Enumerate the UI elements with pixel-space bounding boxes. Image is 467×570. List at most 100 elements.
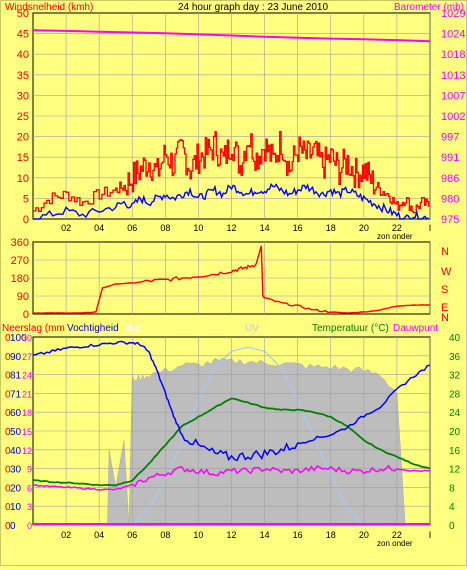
panel3-x-ticks: 02 04 06 08 10 12 14 16 18 20 22 I — [61, 530, 431, 540]
uv-tick-label: 12 — [22, 446, 32, 456]
barometer-tick-label: 1007 — [441, 90, 465, 102]
x-tick-label: 10 — [193, 530, 203, 540]
temperature-tick-label: 20 — [449, 427, 461, 438]
direction-letter: E — [441, 302, 448, 314]
x-tick-label: 02 — [61, 223, 71, 233]
x-tick-label: 12 — [226, 223, 236, 233]
humidity-tick-label: 20 — [10, 483, 22, 494]
x-tick-label: 22 — [392, 223, 402, 233]
humidity-tick-label: 71 — [10, 389, 22, 400]
humidity-tick-label: 100 — [10, 333, 27, 344]
temperature-tick-label: 4 — [449, 502, 455, 513]
x-tick-label: 04 — [94, 530, 104, 540]
barometer-tick-label: 991 — [441, 152, 459, 164]
rain-tick-label: 0 — [5, 408, 11, 419]
direction-tick-label: 180 — [11, 273, 29, 285]
panel1-x-ticks: 02 04 06 08 10 12 14 16 18 20 22 I — [61, 223, 431, 233]
wind-tick-label: 25 — [17, 111, 29, 123]
panel3-series — [32, 340, 431, 525]
wind-direction-line — [32, 245, 430, 314]
barometer-y-ticks: 975 980 986 991 997 1002 1007 1013 1018 1024 1029 — [441, 8, 465, 226]
temperature-line — [32, 397, 431, 487]
temperature-tick-label: 8 — [449, 483, 455, 494]
x-tick-label: 20 — [359, 223, 369, 233]
barometer-tick-label: 1013 — [441, 70, 465, 82]
temperature-tick-label: 28 — [449, 389, 461, 400]
humidity-tick-label: 10 — [10, 502, 22, 513]
direction-letter: N — [441, 246, 449, 258]
uv-tick-label: 30 — [22, 333, 32, 343]
wind-gust-line — [33, 130, 430, 214]
direction-tick-label: 360 — [11, 237, 29, 249]
wind-speed-line — [33, 182, 429, 221]
humidity-line — [32, 340, 431, 462]
solar-axis-label: olar — [124, 323, 141, 334]
barometer-line — [32, 29, 431, 43]
wind-tick-label: 20 — [17, 132, 29, 144]
panel2-grid — [33, 242, 431, 314]
x-tick-label: 20 — [359, 530, 369, 540]
theoretical-solar-line — [131, 346, 365, 526]
barometer-tick-label: 1002 — [441, 111, 465, 123]
x-tick-label: 08 — [160, 223, 170, 233]
barometer-tick-label: 1024 — [441, 29, 465, 41]
x-tick-label: I — [429, 223, 432, 233]
wind-direction-y-ticks: 0 90 180 270 360 — [11, 237, 29, 321]
wind-tick-label: 10 — [17, 173, 29, 185]
rain-tick-label: 0 — [5, 427, 11, 438]
rain-tick-label: 0 — [5, 483, 11, 494]
temperature-axis-label: Temperatuur (°C) — [312, 323, 389, 334]
rain-tick-label: 0 — [5, 389, 11, 400]
barometer-tick-label: 997 — [441, 132, 459, 144]
x-tick-label: 02 — [61, 530, 71, 540]
panel1-series — [32, 29, 431, 221]
x-tick-label: I — [429, 530, 432, 540]
wind-tick-label: 0 — [23, 214, 29, 226]
rain-tick-label: 0 — [5, 371, 11, 382]
temperature-tick-label: 36 — [449, 352, 461, 363]
barometer-tick-label: 1018 — [441, 49, 465, 61]
humidity-tick-label: 50 — [10, 427, 22, 438]
wind-tick-label: 40 — [17, 49, 29, 61]
humidity-axis-label: Vochtigheid — [67, 323, 119, 334]
direction-letter: W — [441, 266, 452, 278]
barometer-tick-label: 980 — [441, 193, 459, 205]
barometer-tick-label: 986 — [441, 173, 459, 185]
direction-letter: N — [441, 312, 449, 324]
direction-tick-label: 270 — [11, 255, 29, 267]
uv-tick-label: 18 — [22, 408, 32, 418]
direction-letter: S — [441, 284, 448, 296]
barometer-tick-label: 975 — [441, 214, 459, 226]
temperature-tick-label: 16 — [449, 446, 461, 457]
wind-tick-label: 15 — [17, 152, 29, 164]
x-tick-label: 22 — [392, 530, 402, 540]
humidity-tick-label: 90 — [10, 352, 22, 363]
chart-title: 24 hour graph day : 23 June 2010 — [178, 2, 329, 13]
uv-tick-label: 24 — [22, 371, 32, 381]
wind-tick-label: 5 — [23, 193, 29, 205]
panel2-series — [32, 245, 430, 314]
direction-tick-label: 90 — [17, 291, 29, 303]
x-tick-label: 14 — [260, 223, 270, 233]
rain-tick-label: 0 — [5, 333, 11, 344]
panel3-y-ticks: 0 0 0 00 10 3 40 20 6 80 30 9 120 40 12 160 50 15 200 60 18 2… — [5, 333, 461, 532]
x-tick-label: 18 — [326, 223, 336, 233]
panel1-sunset-label: zon onder — [377, 232, 413, 241]
rain-tick-label: 0 — [5, 465, 11, 476]
x-tick-label: 06 — [127, 530, 137, 540]
dewpoint-axis-label: Dauwpunt — [393, 323, 438, 334]
rain-tick-label: 0 — [5, 352, 11, 363]
wind-tick-label: 35 — [17, 70, 29, 82]
temperature-tick-label: 0 — [449, 521, 455, 532]
temperature-tick-label: 40 — [449, 333, 461, 344]
x-tick-label: 16 — [293, 223, 303, 233]
barometer-axis-label: Barometer (mb) — [394, 2, 464, 13]
uv-tick-label: 9 — [27, 465, 32, 475]
humidity-tick-label: 30 — [10, 465, 22, 476]
x-tick-label: 18 — [326, 530, 336, 540]
x-tick-label: 12 — [226, 530, 236, 540]
panel3-sunset-label: zon onder — [377, 539, 413, 548]
uv-tick-label: 21 — [22, 389, 32, 399]
uv-tick-label: 27 — [22, 352, 32, 362]
